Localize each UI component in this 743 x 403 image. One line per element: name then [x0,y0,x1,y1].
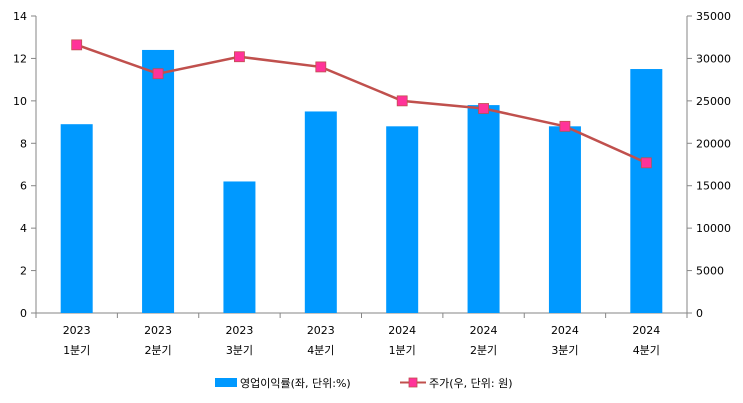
line-marker [478,103,489,114]
line-marker [396,95,408,107]
left-tick-label: 6 [20,180,27,193]
left-tick-label: 8 [20,137,27,150]
line-marker [71,39,83,51]
bar [386,126,419,313]
bar [630,69,663,314]
bar [223,181,256,313]
legend-line-marker [408,377,418,388]
axes: 0 2 4 6 8 10 12 14 0 5000 10000 15000 20000 25000 3000… [13,10,731,320]
x-tick-label-year: 2024 [470,324,498,337]
left-tick-label: 2 [20,265,27,278]
x-tick-label-quarter: 2분기 [470,344,497,357]
left-tick-label: 0 [20,307,27,320]
bar [142,49,175,313]
category-labels: 2023 1분기 2023 2분기 2023 3분기 2023 4분기 2024 1분기 2024 2… [63,324,661,357]
x-tick-label-quarter: 1분기 [389,344,416,357]
right-tick-label: 15000 [696,180,731,193]
line-series [71,39,652,169]
bar [467,105,500,313]
x-tick-label-quarter: 3분기 [226,344,253,357]
right-tick-label: 25000 [696,95,731,108]
x-tick-label-year: 2024 [551,324,579,337]
x-tick-label-quarter: 2분기 [144,344,171,357]
left-tick-label: 10 [13,95,27,108]
line-marker [315,61,327,73]
x-tick-label-year: 2024 [388,324,416,337]
x-tick-label-year: 2023 [307,324,335,337]
line-marker [640,157,652,169]
x-tick-label-year: 2023 [225,324,253,337]
right-tick-label: 30000 [696,52,731,65]
right-tick-label: 20000 [696,137,731,150]
right-tick-label: 35000 [696,10,731,23]
bar-series [60,49,663,314]
left-tick-label: 4 [20,222,27,235]
x-tick-label-quarter: 1분기 [63,344,90,357]
right-tick-label: 5000 [696,265,724,278]
bar [548,126,581,313]
right-tick-label: 0 [696,307,703,320]
bar [60,124,93,313]
left-tick-label: 14 [13,10,27,23]
legend: 영업이익률(좌, 단위:%) 주가(우, 단위: 원) [215,377,513,390]
legend-bar-swatch [215,378,237,387]
x-tick-label-year: 2023 [144,324,172,337]
line-marker [234,51,245,63]
line-marker [152,68,164,80]
left-tick-label: 12 [13,52,27,65]
x-tick-label-quarter: 4분기 [633,344,660,357]
legend-bar-label: 영업이익률(좌, 단위:%) [240,377,351,390]
bar [304,111,337,313]
x-tick-label-quarter: 4분기 [307,344,334,357]
line-marker [559,120,571,132]
right-tick-label: 10000 [696,222,731,235]
line-path [76,43,647,164]
legend-line-label: 주가(우, 단위: 원) [429,377,513,390]
x-tick-label-year: 2023 [63,324,91,337]
x-tick-label-quarter: 3분기 [551,344,578,357]
x-tick-label-year: 2024 [632,324,660,337]
